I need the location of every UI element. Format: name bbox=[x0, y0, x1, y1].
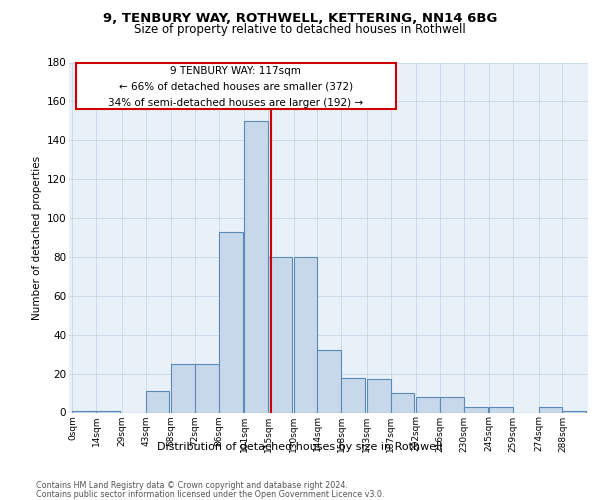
Bar bbox=[539, 406, 562, 412]
Bar bbox=[219, 232, 242, 412]
Text: 9 TENBURY WAY: 117sqm: 9 TENBURY WAY: 117sqm bbox=[170, 66, 301, 76]
Bar bbox=[146, 391, 169, 412]
FancyBboxPatch shape bbox=[76, 62, 396, 109]
Text: 34% of semi-detached houses are larger (192) →: 34% of semi-detached houses are larger (… bbox=[108, 98, 364, 108]
Bar bbox=[195, 364, 219, 412]
Text: Distribution of detached houses by size in Rothwell: Distribution of detached houses by size … bbox=[157, 442, 443, 452]
Text: Contains public sector information licensed under the Open Government Licence v3: Contains public sector information licen… bbox=[36, 490, 385, 499]
Text: Size of property relative to detached houses in Rothwell: Size of property relative to detached ho… bbox=[134, 22, 466, 36]
Bar bbox=[293, 257, 317, 412]
Bar bbox=[171, 364, 195, 412]
Text: Contains HM Land Registry data © Crown copyright and database right 2024.: Contains HM Land Registry data © Crown c… bbox=[36, 481, 348, 490]
Bar bbox=[96, 410, 120, 412]
Bar bbox=[244, 121, 268, 412]
Bar bbox=[317, 350, 341, 412]
Bar bbox=[391, 393, 415, 412]
Bar bbox=[268, 257, 292, 412]
Bar bbox=[341, 378, 365, 412]
Bar bbox=[490, 406, 513, 412]
Bar bbox=[73, 410, 96, 412]
Y-axis label: Number of detached properties: Number of detached properties bbox=[32, 156, 43, 320]
Bar bbox=[367, 380, 391, 412]
Bar bbox=[416, 397, 440, 412]
Bar bbox=[464, 406, 488, 412]
Bar bbox=[440, 397, 464, 412]
Bar bbox=[562, 410, 586, 412]
Text: ← 66% of detached houses are smaller (372): ← 66% of detached houses are smaller (37… bbox=[119, 82, 353, 92]
Text: 9, TENBURY WAY, ROTHWELL, KETTERING, NN14 6BG: 9, TENBURY WAY, ROTHWELL, KETTERING, NN1… bbox=[103, 12, 497, 26]
